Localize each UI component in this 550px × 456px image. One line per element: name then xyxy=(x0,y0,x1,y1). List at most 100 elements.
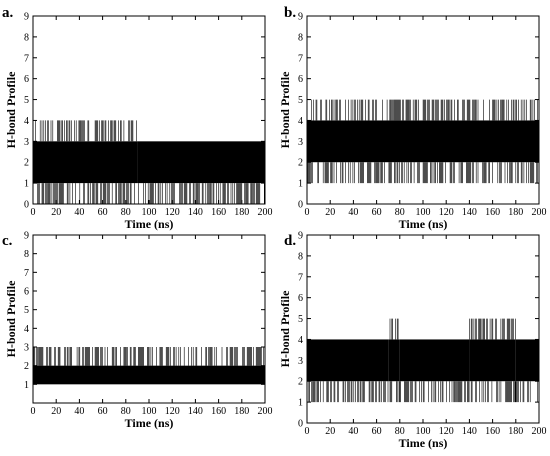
x-tick-label: 200 xyxy=(258,207,273,218)
chart-panel-2: b. 0 1 2 3 4 5 6 7 8 9 0 20 40 60 80 100 120 140 160 180 200 T… xyxy=(278,5,547,231)
x-tick-label: 100 xyxy=(142,406,157,417)
x-tick-label: 140 xyxy=(188,406,203,417)
y-tick-label: 4 xyxy=(24,324,29,335)
y-tick-label: 6 xyxy=(24,74,29,85)
series-hbond xyxy=(307,318,539,403)
spike-lines xyxy=(389,318,400,403)
x-tick-label: 160 xyxy=(485,207,500,218)
chart-panel-3: c. 1 2 3 4 5 6 7 8 9 0 20 40 60 80 100 120 140 160 180 200 Ti… xyxy=(2,231,273,431)
x-tick-label: 20 xyxy=(51,207,61,218)
x-tick-label: 200 xyxy=(258,406,273,417)
x-tick-label: 140 xyxy=(188,207,203,218)
series-hbond xyxy=(33,347,265,385)
x-tick-label: 40 xyxy=(348,207,358,218)
y-axis-title: H-bond Profile xyxy=(4,280,18,357)
y-tick-label: 7 xyxy=(24,53,29,64)
y-tick-label: 6 xyxy=(298,293,303,304)
chart-panel-1: a. 0 1 2 3 4 5 6 7 8 9 0 20 40 60 80 100 120 140 160 180 200 T… xyxy=(2,5,273,231)
y-tick-label: 8 xyxy=(298,32,303,43)
x-tick-label: 20 xyxy=(325,207,335,218)
x-tick-label: 200 xyxy=(532,426,547,437)
dense-band xyxy=(307,339,389,382)
chart-panel-4: d. 0 1 2 3 4 5 6 7 8 9 0 20 40 60 80 100 120 140 160 180 200 T… xyxy=(278,231,547,451)
panel-letter: d. xyxy=(284,233,296,249)
x-tick-label: 100 xyxy=(142,207,157,218)
x-tick-label: 180 xyxy=(508,426,523,437)
x-axis-title: Time (ns) xyxy=(125,217,174,231)
y-axis-title: H-bond Profile xyxy=(278,290,292,367)
x-tick-label: 180 xyxy=(234,406,249,417)
x-tick-label: 20 xyxy=(51,406,61,417)
x-tick-label: 100 xyxy=(416,426,431,437)
x-tick-label: 160 xyxy=(211,406,226,417)
x-tick-label: 40 xyxy=(74,207,84,218)
y-axis-title: H-bond Profile xyxy=(278,71,292,148)
y-tick-label: 4 xyxy=(298,335,303,346)
dense-band xyxy=(388,339,400,382)
spike-lines xyxy=(33,347,264,366)
series-hbond xyxy=(306,99,539,184)
x-tick-label: 60 xyxy=(372,207,382,218)
x-tick-label: 180 xyxy=(234,207,249,218)
x-tick-label: 120 xyxy=(439,207,454,218)
x-tick-label: 0 xyxy=(305,207,310,218)
y-tick-label: 2 xyxy=(24,361,29,372)
dense-band xyxy=(469,339,516,382)
y-tick-label: 8 xyxy=(24,32,29,43)
x-tick-label: 60 xyxy=(98,207,108,218)
x-tick-label: 120 xyxy=(439,426,454,437)
y-tick-label: 5 xyxy=(24,95,29,106)
y-tick-label: 3 xyxy=(24,343,29,354)
y-tick-label: 9 xyxy=(298,12,303,23)
y-tick-label: 1 xyxy=(298,398,303,409)
y-tick-label: 8 xyxy=(298,251,303,262)
y-tick-label: 9 xyxy=(24,12,29,23)
y-tick-label: 5 xyxy=(298,95,303,106)
y-tick-label: 2 xyxy=(298,158,303,169)
x-axis-title: Time (ns) xyxy=(399,217,448,231)
spike-lines xyxy=(308,381,389,403)
y-tick-label: 4 xyxy=(298,116,303,127)
spike-lines xyxy=(138,183,265,204)
panel-letter: b. xyxy=(284,5,296,21)
x-tick-label: 0 xyxy=(305,426,310,437)
x-tick-label: 140 xyxy=(462,426,477,437)
x-tick-label: 180 xyxy=(508,207,523,218)
y-tick-label: 4 xyxy=(24,116,29,127)
x-tick-label: 120 xyxy=(165,207,180,218)
dense-band xyxy=(33,365,265,385)
x-tick-label: 160 xyxy=(211,207,226,218)
y-tick-label: 9 xyxy=(24,231,29,242)
x-tick-label: 200 xyxy=(532,207,547,218)
x-tick-label: 40 xyxy=(348,426,358,437)
x-tick-label: 0 xyxy=(31,406,36,417)
y-tick-label: 1 xyxy=(24,179,29,190)
panel-letter: a. xyxy=(2,5,14,21)
spike-lines xyxy=(515,381,538,403)
y-tick-label: 7 xyxy=(24,268,29,279)
y-tick-label: 1 xyxy=(298,179,303,190)
y-tick-label: 3 xyxy=(24,137,29,148)
dense-band xyxy=(307,120,539,163)
x-tick-label: 160 xyxy=(485,426,500,437)
y-tick-label: 9 xyxy=(298,231,303,242)
x-axis-title: Time (ns) xyxy=(399,436,448,450)
y-tick-label: 6 xyxy=(24,287,29,298)
y-tick-label: 2 xyxy=(24,158,29,169)
x-tick-label: 140 xyxy=(462,207,477,218)
series-hbond xyxy=(32,120,265,204)
y-tick-label: 3 xyxy=(298,356,303,367)
x-tick-label: 80 xyxy=(121,207,131,218)
y-tick-label: 2 xyxy=(298,377,303,388)
x-axis-title: Time (ns) xyxy=(125,416,174,430)
x-tick-label: 80 xyxy=(121,406,131,417)
x-tick-label: 80 xyxy=(395,207,405,218)
y-tick-label: 0 xyxy=(298,200,303,211)
x-tick-label: 20 xyxy=(325,426,335,437)
spike-lines xyxy=(469,318,516,403)
dense-band xyxy=(33,141,138,184)
spike-lines xyxy=(399,381,470,403)
y-tick-label: 3 xyxy=(298,137,303,148)
y-tick-label: 5 xyxy=(24,305,29,316)
